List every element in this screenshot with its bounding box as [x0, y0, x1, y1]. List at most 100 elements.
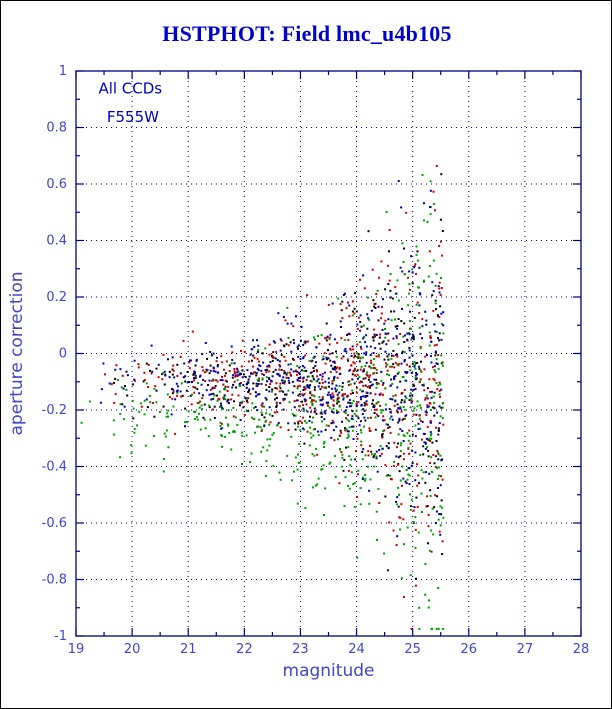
data-point: [424, 441, 427, 444]
data-point: [434, 330, 437, 333]
data-point: [301, 421, 303, 424]
data-point: [360, 440, 363, 443]
data-point: [433, 462, 436, 465]
data-point: [330, 387, 333, 390]
data-point: [294, 456, 297, 459]
data-point: [176, 389, 179, 392]
data-point: [434, 494, 437, 497]
data-point: [336, 398, 339, 401]
data-point: [175, 382, 178, 385]
data-point: [403, 401, 406, 404]
data-point: [130, 452, 133, 455]
data-point: [319, 403, 322, 406]
data-point: [409, 574, 412, 577]
data-point: [401, 242, 404, 245]
data-point: [298, 384, 301, 387]
data-point: [213, 394, 216, 397]
series-ccd-blue: [99, 180, 445, 572]
data-point: [344, 409, 347, 412]
data-point: [384, 336, 387, 339]
data-point: [143, 413, 146, 416]
data-point: [376, 470, 379, 473]
data-point: [291, 380, 294, 383]
data-point: [389, 411, 392, 413]
data-point: [205, 370, 208, 373]
data-point: [219, 379, 222, 381]
data-point: [265, 412, 268, 415]
data-point: [186, 371, 189, 373]
data-point: [434, 209, 436, 212]
data-point: [299, 420, 302, 423]
data-point: [287, 422, 290, 425]
data-point: [412, 388, 415, 391]
data-point: [269, 413, 271, 416]
data-point: [212, 366, 215, 369]
data-point: [364, 479, 366, 482]
data-point: [211, 387, 214, 390]
data-point: [273, 411, 276, 414]
data-point: [437, 478, 440, 480]
data-point: [260, 450, 263, 453]
data-point: [441, 402, 444, 405]
data-point: [288, 401, 291, 404]
data-point: [252, 387, 255, 390]
data-point: [113, 433, 116, 436]
data-point: [162, 458, 165, 460]
data-point: [332, 429, 335, 432]
data-point: [437, 354, 440, 356]
data-point: [312, 369, 315, 372]
data-point: [349, 402, 352, 405]
data-point: [347, 446, 350, 449]
data-point: [266, 365, 269, 368]
data-point: [387, 442, 390, 445]
data-point: [366, 385, 369, 388]
data-point: [353, 412, 356, 415]
data-point: [338, 373, 341, 376]
data-point: [132, 407, 135, 410]
data-point: [296, 345, 299, 348]
data-point: [326, 358, 328, 361]
data-point: [355, 391, 358, 394]
data-point: [231, 393, 234, 396]
data-point: [411, 268, 414, 271]
data-point: [362, 274, 365, 277]
data-point: [382, 430, 385, 432]
data-point: [265, 383, 267, 386]
data-point: [416, 250, 419, 253]
data-point: [324, 428, 327, 431]
data-point: [190, 403, 193, 406]
data-point: [389, 474, 392, 477]
data-point: [428, 437, 431, 440]
data-point: [396, 403, 399, 406]
data-point: [336, 389, 338, 391]
data-point: [437, 487, 439, 489]
data-point: [377, 355, 380, 358]
data-point: [293, 400, 296, 403]
data-point: [351, 373, 354, 376]
data-point: [185, 421, 188, 423]
series-ccd-red: [104, 164, 445, 630]
data-point: [404, 480, 407, 483]
data-point: [253, 356, 256, 359]
data-point: [357, 401, 360, 403]
data-point: [356, 473, 359, 476]
data-point: [403, 399, 406, 402]
data-point: [437, 384, 440, 387]
data-point: [312, 434, 315, 437]
data-point: [268, 353, 271, 356]
data-point: [408, 452, 411, 455]
data-point: [182, 376, 185, 379]
data-point: [172, 388, 175, 391]
data-point: [290, 350, 293, 353]
data-point: [396, 363, 399, 366]
data-point: [303, 392, 306, 395]
data-point: [237, 374, 239, 377]
data-point: [153, 415, 156, 418]
data-point: [255, 395, 258, 398]
data-point: [421, 477, 424, 480]
data-point: [395, 500, 398, 503]
data-point: [123, 405, 126, 408]
data-point: [316, 453, 319, 456]
data-point: [414, 263, 417, 266]
data-point: [275, 406, 278, 408]
